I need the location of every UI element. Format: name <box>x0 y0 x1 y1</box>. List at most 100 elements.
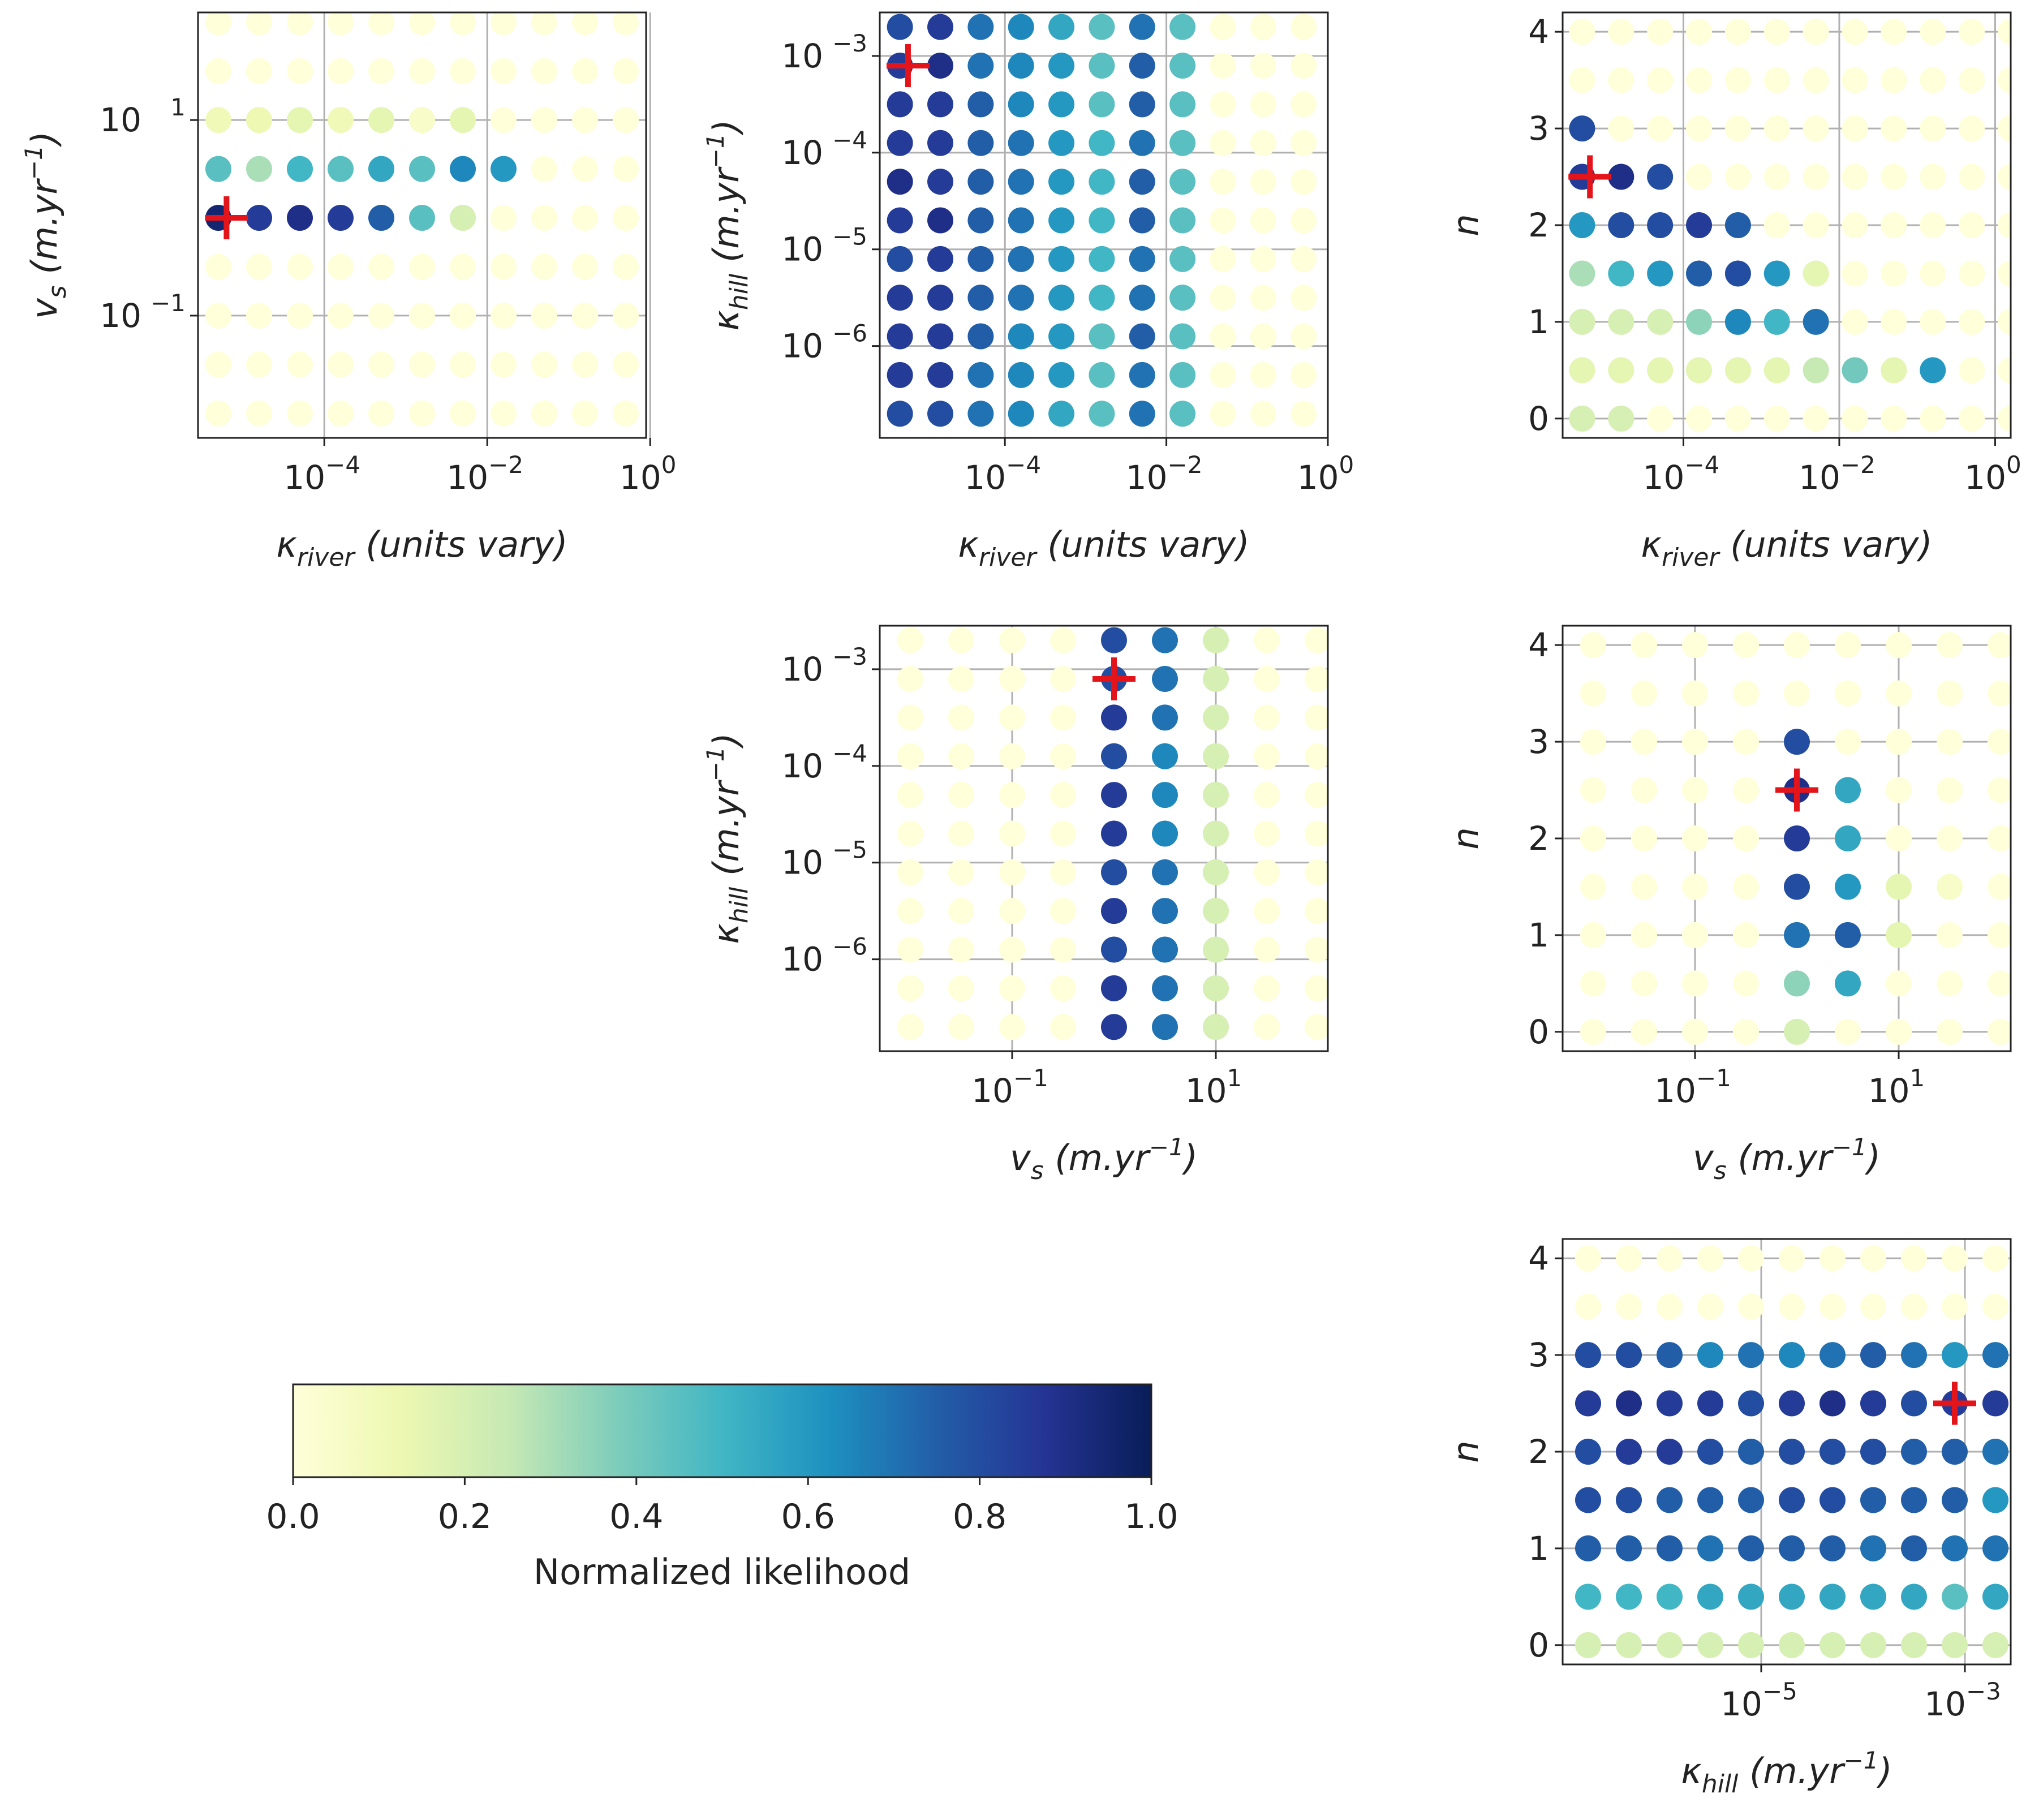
likelihood-point <box>1733 825 1759 851</box>
likelihood-point <box>1631 777 1657 803</box>
likelihood-point <box>1569 115 1595 142</box>
likelihood-point <box>1842 357 1868 384</box>
y-tick-label: 10 <box>781 37 823 75</box>
likelihood-point <box>1331 362 1357 388</box>
likelihood-point <box>1575 1390 1601 1417</box>
likelihood-point <box>1647 19 1674 45</box>
likelihood-point <box>1881 260 1907 287</box>
likelihood-point <box>1210 14 1236 40</box>
likelihood-point <box>1101 898 1127 924</box>
likelihood-point <box>1998 67 2011 93</box>
likelihood-point <box>1942 1245 1968 1272</box>
likelihood-point <box>999 898 1025 924</box>
likelihood-point <box>1169 362 1196 388</box>
likelihood-point <box>1305 898 1328 924</box>
likelihood-point <box>1901 1342 1927 1369</box>
likelihood-point <box>1254 859 1280 885</box>
likelihood-point <box>1982 1439 2008 1465</box>
likelihood-point <box>1819 1487 1846 1513</box>
likelihood-point <box>572 351 598 378</box>
likelihood-point <box>1942 1584 1968 1610</box>
likelihood-point <box>328 205 354 231</box>
likelihood-point <box>897 820 923 847</box>
likelihood-point <box>1203 820 1229 847</box>
likelihood-point <box>1697 1535 1723 1561</box>
likelihood-point <box>897 627 923 653</box>
likelihood-point <box>1733 922 1759 948</box>
likelihood-point <box>613 107 639 134</box>
likelihood-point <box>927 169 954 195</box>
likelihood-point <box>897 704 923 731</box>
likelihood-point <box>1331 14 1357 40</box>
likelihood-point <box>653 156 679 182</box>
likelihood-point <box>450 12 476 36</box>
likelihood-point <box>1569 19 1595 45</box>
likelihood-point <box>1657 1584 1683 1610</box>
likelihood-point <box>1575 1584 1601 1610</box>
likelihood-point <box>531 12 557 36</box>
likelihood-point <box>1152 936 1178 963</box>
likelihood-point <box>1763 67 1790 93</box>
likelihood-point <box>1697 1487 1723 1513</box>
likelihood-point <box>1819 1439 1846 1465</box>
best-fit-marker <box>1568 155 1612 199</box>
likelihood-point <box>1305 820 1328 847</box>
likelihood-point <box>1152 859 1178 885</box>
likelihood-point <box>948 898 974 924</box>
likelihood-point <box>491 205 517 231</box>
likelihood-point <box>887 130 913 156</box>
likelihood-point <box>1697 1584 1723 1610</box>
likelihood-point <box>1203 936 1229 963</box>
likelihood-point <box>1152 820 1178 847</box>
likelihood-point <box>1331 130 1357 156</box>
likelihood-point <box>1254 666 1280 692</box>
likelihood-point <box>1331 207 1357 233</box>
likelihood-point <box>1998 308 2011 335</box>
likelihood-point <box>1697 1439 1723 1465</box>
y-tick-label: 3 <box>1528 109 1549 148</box>
likelihood-point <box>1657 1487 1683 1513</box>
likelihood-point <box>967 53 994 79</box>
likelihood-point <box>1331 169 1357 195</box>
likelihood-point <box>1860 1245 1886 1272</box>
likelihood-point <box>531 302 557 329</box>
likelihood-point <box>1886 825 1912 851</box>
likelihood-point <box>1733 729 1759 755</box>
likelihood-point <box>1835 922 1861 948</box>
likelihood-point <box>572 302 598 329</box>
likelihood-point <box>409 253 435 280</box>
likelihood-point <box>1129 323 1155 350</box>
likelihood-point <box>1881 405 1907 432</box>
likelihood-point <box>1580 777 1606 803</box>
likelihood-point <box>1616 1390 1642 1417</box>
likelihood-point <box>1291 91 1317 118</box>
likelihood-point <box>1305 743 1328 769</box>
likelihood-point <box>653 9 679 35</box>
likelihood-point <box>1647 260 1674 287</box>
likelihood-point <box>1920 308 1946 335</box>
likelihood-point <box>1784 680 1810 707</box>
likelihood-point <box>328 12 354 36</box>
likelihood-point <box>1657 1245 1683 1272</box>
likelihood-point <box>1881 115 1907 142</box>
likelihood-point <box>613 205 639 231</box>
axes-frame <box>197 11 647 439</box>
likelihood-point <box>1784 922 1810 948</box>
likelihood-point <box>1169 130 1196 156</box>
y-tick-exponent: −5 <box>832 836 867 864</box>
likelihood-point <box>1835 777 1861 803</box>
likelihood-point <box>1803 260 1829 287</box>
likelihood-point <box>1860 1632 1886 1658</box>
likelihood-point <box>1842 260 1868 287</box>
likelihood-point <box>1089 285 1115 311</box>
y-tick-label: 10 <box>100 296 141 335</box>
likelihood-point <box>1331 401 1357 427</box>
likelihood-point <box>1835 970 1861 997</box>
likelihood-point <box>1860 1584 1886 1610</box>
x-tick-label: 10−3 <box>1924 1677 2001 1723</box>
x-axis-label: vs (m.yr−1) <box>1693 1133 1881 1185</box>
likelihood-point <box>1210 246 1236 272</box>
likelihood-point <box>1682 970 1708 997</box>
likelihood-point <box>897 782 923 808</box>
likelihood-point <box>409 400 435 427</box>
